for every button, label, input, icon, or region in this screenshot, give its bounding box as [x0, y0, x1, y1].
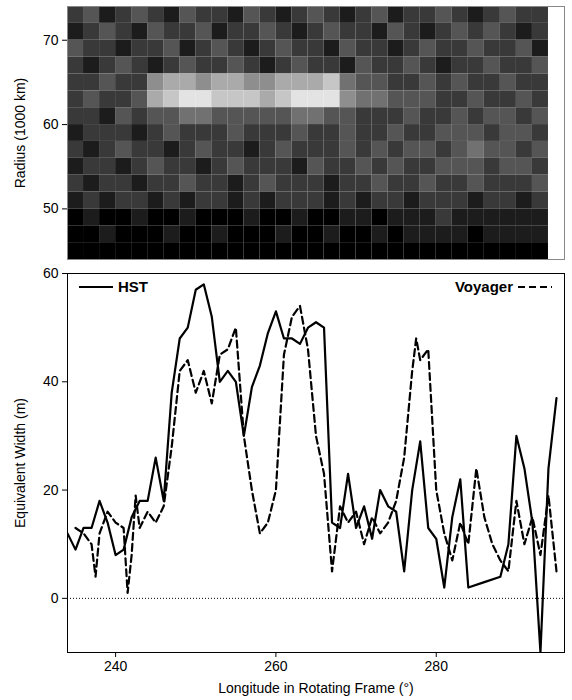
html-text:HST: HST — [118, 278, 148, 295]
svg-text:240: 240 — [104, 658, 128, 674]
svg-text:60: 60 — [43, 116, 59, 132]
svg-text:280: 280 — [425, 658, 449, 674]
svg-text:Longitude in Rotating Frame (°: Longitude in Rotating Frame (°) — [218, 680, 413, 696]
svg-text:Radius (1000 km): Radius (1000 km) — [12, 78, 28, 189]
svg-text:Equivalent Width (m): Equivalent Width (m) — [12, 398, 28, 528]
html-text:Voyager: Voyager — [454, 278, 513, 295]
svg-text:260: 260 — [264, 658, 288, 674]
svg-text:20: 20 — [43, 482, 59, 498]
svg-text:40: 40 — [43, 373, 59, 389]
svg-text:0: 0 — [51, 590, 59, 606]
svg-text:60: 60 — [43, 265, 59, 281]
svg-text:70: 70 — [43, 32, 59, 48]
svg-text:50: 50 — [43, 200, 59, 216]
